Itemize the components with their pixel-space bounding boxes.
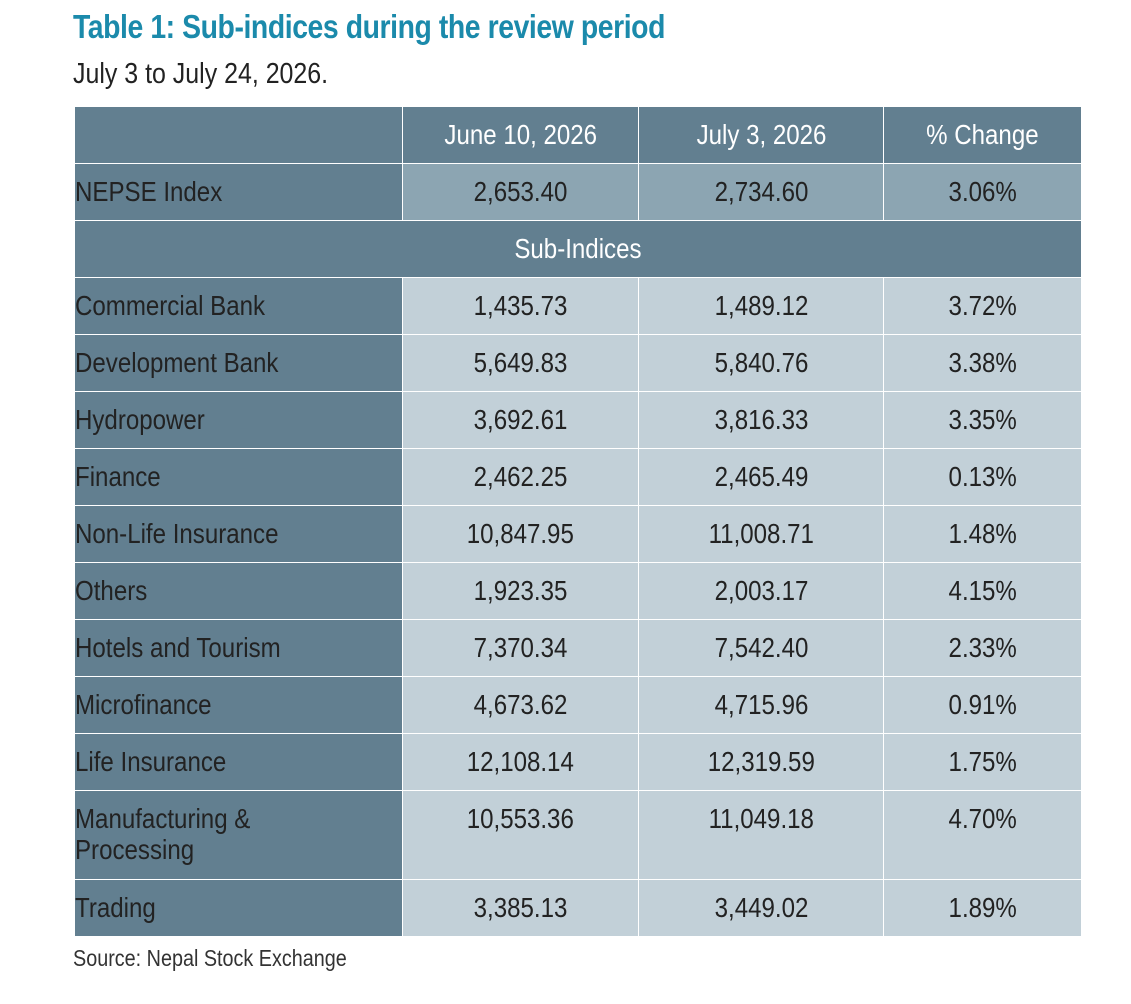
source-note: Source: Nepal Stock Exchange: [73, 945, 347, 971]
table-row: Commercial Bank 1,435.73 1,489.12 3.72%: [74, 277, 1082, 335]
row-label: Non-Life Insurance: [74, 505, 403, 563]
value-july: 4,715.96: [638, 676, 884, 734]
table-row: Life Insurance 12,108.14 12,319.59 1.75%: [74, 733, 1082, 791]
table-subtitle: July 3 to July 24, 2026.: [73, 58, 329, 90]
row-label: Trading: [74, 879, 403, 937]
adjacent-page-text-fragments: [1122, 55, 1131, 995]
value-change: 3.35%: [883, 391, 1082, 449]
value-june: 5,649.83: [402, 334, 639, 392]
value-july: 3,816.33: [638, 391, 884, 449]
value-change: 2.33%: [883, 619, 1082, 677]
value-june: 2,462.25: [402, 448, 639, 506]
value-change: 0.91%: [883, 676, 1082, 734]
table-row: Hotels and Tourism 7,370.34 7,542.40 2.33%: [74, 619, 1082, 677]
header-cell-july: July 3, 2026: [638, 106, 884, 164]
table-row: Finance 2,462.25 2,465.49 0.13%: [74, 448, 1082, 506]
value-july: 2,003.17: [638, 562, 884, 620]
header-row: June 10, 2026 July 3, 2026 % Change: [74, 106, 1082, 164]
value-change: 4.70%: [883, 790, 1082, 880]
value-july: 1,489.12: [638, 277, 884, 335]
table-row: Microfinance 4,673.62 4,715.96 0.91%: [74, 676, 1082, 734]
row-label: Finance: [74, 448, 403, 506]
row-label: Others: [74, 562, 403, 620]
table-row: Hydropower 3,692.61 3,816.33 3.35%: [74, 391, 1082, 449]
section-header-row: Sub-Indices: [74, 220, 1082, 278]
header-cell-blank: [74, 106, 403, 164]
value-change: 3.72%: [883, 277, 1082, 335]
table-title: Table 1: Sub-indices during the review p…: [73, 8, 665, 45]
value-june: 12,108.14: [402, 733, 639, 791]
value-july: 7,542.40: [638, 619, 884, 677]
value-june: 1,923.35: [402, 562, 639, 620]
value-change: 1.75%: [883, 733, 1082, 791]
table-row: Development Bank 5,649.83 5,840.76 3.38%: [74, 334, 1082, 392]
value-june: 2,653.40: [402, 163, 639, 221]
value-july: 3,449.02: [638, 879, 884, 937]
value-july: 11,049.18: [638, 790, 884, 880]
value-change: 0.13%: [883, 448, 1082, 506]
row-label: Hydropower: [74, 391, 403, 449]
row-label: Development Bank: [74, 334, 403, 392]
value-june: 10,553.36: [402, 790, 639, 880]
row-label: NEPSE Index: [74, 163, 403, 221]
value-june: 3,385.13: [402, 879, 639, 937]
value-july: 12,319.59: [638, 733, 884, 791]
table-row: Non-Life Insurance 10,847.95 11,008.71 1.48…: [74, 505, 1082, 563]
value-change: 4.15%: [883, 562, 1082, 620]
value-june: 7,370.34: [402, 619, 639, 677]
value-july: 5,840.76: [638, 334, 884, 392]
value-june: 4,673.62: [402, 676, 639, 734]
table-row: Trading 3,385.13 3,449.02 1.89%: [74, 879, 1082, 937]
row-label: Commercial Bank: [74, 277, 403, 335]
value-june: 1,435.73: [402, 277, 639, 335]
row-label: Microfinance: [74, 676, 403, 734]
header-cell-change: % Change: [883, 106, 1082, 164]
table-row: Others 1,923.35 2,003.17 4.15%: [74, 562, 1082, 620]
nepse-row: NEPSE Index 2,653.40 2,734.60 3.06%: [74, 163, 1082, 221]
value-change: 1.89%: [883, 879, 1082, 937]
value-change: 1.48%: [883, 505, 1082, 563]
section-header: Sub-Indices: [74, 220, 1082, 278]
sub-indices-table: June 10, 2026 July 3, 2026 % Change NEPS…: [74, 106, 1082, 937]
value-june: 3,692.61: [402, 391, 639, 449]
value-july: 11,008.71: [638, 505, 884, 563]
row-label: Manufacturing & Processing: [74, 790, 403, 880]
value-change: 3.38%: [883, 334, 1082, 392]
value-change: 3.06%: [883, 163, 1082, 221]
value-july: 2,734.60: [638, 163, 884, 221]
row-label: Life Insurance: [74, 733, 403, 791]
header-cell-june: June 10, 2026: [402, 106, 639, 164]
table-row: Manufacturing & Processing 10,553.36 11,04…: [74, 790, 1082, 880]
value-july: 2,465.49: [638, 448, 884, 506]
value-june: 10,847.95: [402, 505, 639, 563]
row-label: Hotels and Tourism: [74, 619, 403, 677]
